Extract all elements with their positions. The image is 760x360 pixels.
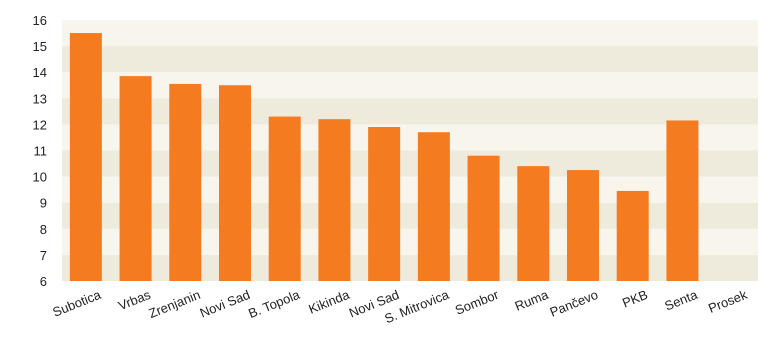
y-tick-label: 13	[33, 91, 47, 106]
grid-band	[62, 254, 758, 281]
grid-band	[62, 150, 758, 177]
bar	[169, 83, 202, 281]
y-tick-label: 6	[40, 274, 47, 289]
bar	[666, 120, 699, 281]
bar	[567, 170, 599, 281]
grid-band	[62, 98, 758, 125]
y-tick-label: 8	[40, 222, 47, 237]
bar	[467, 155, 500, 281]
x-tick-label: Pančevo	[548, 287, 601, 320]
y-tick-label: 11	[34, 144, 48, 159]
bar	[69, 33, 102, 281]
y-tick-label: 14	[33, 65, 47, 80]
x-tick-label: Prosek	[706, 287, 750, 316]
y-tick-label: 7	[40, 248, 47, 263]
x-tick-label: Kikinda	[306, 287, 352, 317]
bar	[119, 76, 152, 282]
grid-band	[62, 176, 758, 203]
y-axis: 6 7 8 9 10 11 12 13 14 15 16	[33, 13, 47, 289]
x-tick-label: Zrenjanin	[147, 287, 203, 321]
bars	[69, 33, 699, 282]
y-tick-label: 16	[33, 13, 47, 28]
x-tick-label: Subotica	[50, 287, 103, 320]
x-tick-label: Ruma	[513, 287, 551, 314]
x-tick-label: Senta	[662, 287, 700, 314]
grid-band	[62, 72, 758, 99]
y-tick-label: 10	[33, 170, 47, 185]
x-tick-label: Novi Sad	[198, 287, 253, 321]
bar	[417, 132, 450, 281]
x-tick-label: B. Topola	[246, 287, 302, 321]
bar	[517, 166, 550, 281]
grid-band	[62, 202, 758, 229]
grid-band	[62, 20, 758, 47]
grid-band	[62, 124, 758, 151]
y-tick-label: 12	[33, 117, 47, 132]
grid-band	[62, 228, 758, 255]
y-tick-label: 9	[40, 196, 47, 211]
grid-band	[62, 46, 758, 73]
y-tick-label: 15	[33, 39, 47, 54]
bar	[616, 190, 649, 281]
bar	[318, 119, 351, 282]
x-tick-label: Sombor	[453, 287, 501, 318]
grid-bands	[62, 20, 758, 281]
bar	[219, 85, 251, 281]
bar	[268, 116, 301, 281]
x-tick-label: PKB	[620, 287, 650, 311]
bar	[368, 127, 401, 281]
